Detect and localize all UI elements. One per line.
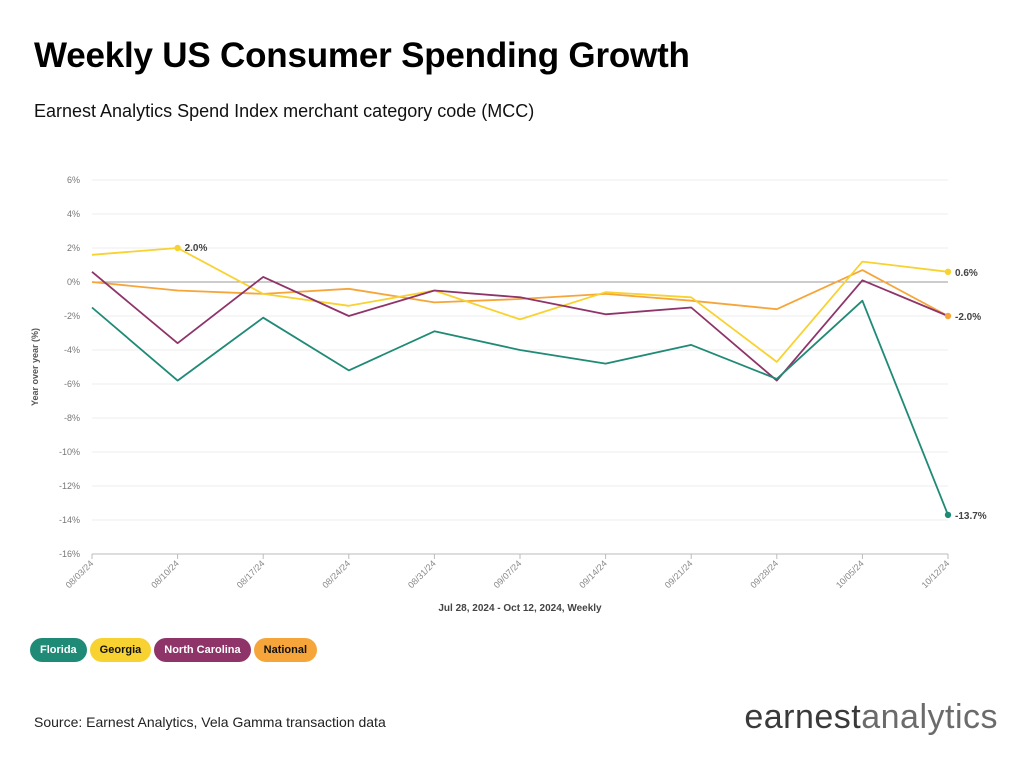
brand-logo: earnestanalytics bbox=[744, 698, 998, 737]
legend-item-florida[interactable]: Florida bbox=[30, 638, 87, 662]
peak-marker-georgia bbox=[174, 244, 181, 252]
source-note: Source: Earnest Analytics, Vela Gamma tr… bbox=[34, 714, 386, 730]
x-tick-label: 08/10/24 bbox=[149, 558, 181, 590]
y-tick-label: -8% bbox=[64, 413, 80, 423]
y-tick-label: -12% bbox=[59, 481, 80, 491]
legend-item-north-carolina[interactable]: North Carolina bbox=[154, 638, 251, 662]
x-tick-label: 08/24/24 bbox=[320, 558, 352, 590]
x-tick-label: 08/03/24 bbox=[64, 558, 96, 590]
legend-item-georgia[interactable]: Georgia bbox=[89, 638, 152, 662]
y-tick-label: -2% bbox=[64, 311, 80, 321]
x-tick-label: 08/17/24 bbox=[235, 558, 267, 590]
series-line-florida bbox=[91, 299, 949, 516]
grid-layer bbox=[92, 179, 948, 555]
x-tick-label: 08/31/24 bbox=[406, 558, 438, 590]
brand-logo-part1: earnest bbox=[744, 698, 862, 736]
y-tick-label: 2% bbox=[67, 243, 80, 253]
brand-logo-part2: analytics bbox=[861, 698, 998, 736]
label-layer: -13.7% 0.6% 2.0% -2.0% bbox=[174, 243, 987, 522]
axis-layer: 6% 4% 2% 0% -2% -4% -6% -8% -10% -12% -14% -16%08/0… bbox=[30, 175, 951, 614]
y-tick-label: 4% bbox=[67, 209, 80, 219]
y-tick-label: -16% bbox=[59, 549, 80, 559]
x-tick-label: 10/05/24 bbox=[834, 558, 866, 590]
end-marker-national bbox=[944, 312, 952, 320]
y-tick-label: 6% bbox=[67, 175, 80, 185]
y-tick-label: -14% bbox=[59, 515, 80, 525]
end-label-national: -2.0% bbox=[955, 312, 981, 323]
y-tick-label: -10% bbox=[59, 447, 80, 457]
series-line-georgia bbox=[91, 247, 949, 363]
legend: Florida Georgia North Carolina National bbox=[30, 638, 318, 662]
y-tick-label: -6% bbox=[64, 379, 80, 389]
x-tick-label: 09/14/24 bbox=[577, 558, 609, 590]
x-tick-label: 10/12/24 bbox=[920, 558, 952, 590]
series-line-north-carolina bbox=[91, 271, 949, 382]
end-marker-georgia bbox=[944, 268, 952, 275]
y-tick-label: -4% bbox=[64, 345, 80, 355]
page-title: Weekly US Consumer Spending Growth bbox=[34, 36, 690, 75]
end-label-georgia: 0.6% bbox=[955, 268, 978, 279]
page-subtitle: Earnest Analytics Spend Index merchant c… bbox=[34, 101, 535, 121]
y-tick-label: 0% bbox=[67, 277, 80, 287]
legend-item-national[interactable]: National bbox=[253, 638, 318, 662]
x-axis-title: Jul 28, 2024 - Oct 12, 2024, Weekly bbox=[438, 603, 602, 614]
series-line-national bbox=[91, 269, 949, 317]
y-axis-title: Year over year (%) bbox=[30, 328, 40, 406]
end-label-florida: -13.7% bbox=[955, 511, 987, 522]
end-marker-florida bbox=[944, 511, 952, 519]
peak-label-georgia: 2.0% bbox=[185, 243, 208, 254]
x-tick-label: 09/21/24 bbox=[663, 558, 695, 590]
line-chart: 6% 4% 2% 0% -2% -4% -6% -8% -10% -12% -14% -16%08/0… bbox=[30, 175, 987, 614]
x-tick-label: 09/28/24 bbox=[748, 558, 780, 590]
x-tick-label: 09/07/24 bbox=[492, 558, 524, 590]
series-layer bbox=[91, 247, 949, 516]
